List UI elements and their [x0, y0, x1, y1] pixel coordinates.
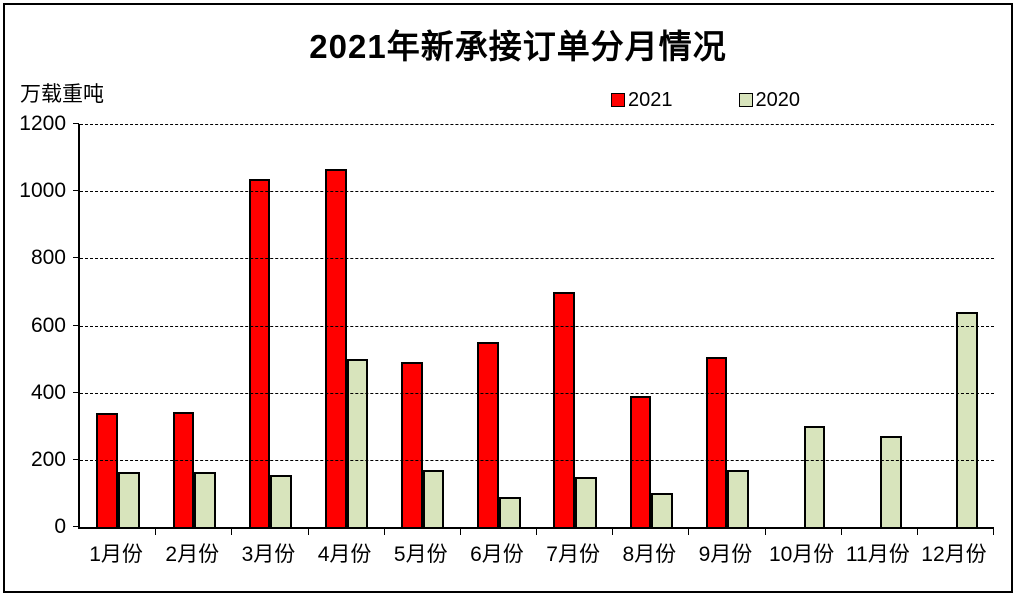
gridline-800: [80, 258, 994, 260]
category-slot-11月份: [842, 124, 918, 535]
plot-area: [73, 123, 995, 535]
legend-label-2020: 2020: [755, 89, 801, 111]
x-axis-labels: 1月份 2月份 3月份 4月份 5月份 6月份 7月份 8月份 9月份 10月份 11月份 12月份: [78, 538, 992, 568]
y-tick-label-600: 600: [30, 313, 66, 337]
bar-2020-7月份: [575, 476, 597, 527]
bar-2020-2月份: [194, 471, 216, 527]
category-slot-12月份: [918, 124, 995, 535]
x-tick-label-4月份: 4月份: [317, 543, 372, 566]
bar-2020-12月份: [955, 312, 978, 527]
y-tick-label-400: 400: [30, 380, 66, 404]
bar-2021-5月份: [401, 362, 423, 527]
bar-2021-3月份: [248, 179, 271, 527]
bar-2021-6月份: [477, 342, 499, 527]
gridline-1000: [80, 191, 994, 193]
x-tick-label-2月份: 2月份: [165, 543, 220, 566]
legend-swatch-2020: [738, 93, 753, 107]
x-tick-10: [840, 529, 842, 535]
x-tick-7: [612, 529, 614, 535]
x-tick-label-7月份: 7月份: [546, 543, 600, 566]
x-tick-label-12月份: 12月份: [921, 543, 987, 566]
bar-2021-1月份: [96, 412, 119, 527]
y-tick-label-0: 0: [54, 515, 66, 538]
bar-2021-4月份: [324, 169, 347, 527]
bar-2020-9月份: [727, 469, 750, 527]
category-slot-10月份: [766, 124, 842, 535]
x-tick-12: [993, 529, 995, 535]
y-tick-label-1000: 1000: [19, 179, 66, 203]
chart-frame: [3, 3, 1013, 593]
bar-2020-4月份: [346, 359, 369, 527]
x-tick-9: [764, 529, 766, 535]
legend-item-2020: 2020: [738, 89, 801, 111]
legend: 2021 2020: [611, 89, 801, 111]
chart-title: 2021年新承接订单分月情况: [309, 28, 727, 65]
bar-2021-8月份: [629, 396, 652, 527]
x-tick-label-9月份: 9月份: [698, 543, 753, 566]
bar-2020-11月份: [879, 436, 902, 527]
x-tick-4: [383, 529, 385, 535]
bar-2020-1月份: [118, 471, 140, 527]
x-tick-label-1月份: 1月份: [89, 543, 143, 566]
y-tick-600: [73, 324, 79, 326]
y-tick-1200: [73, 123, 79, 124]
category-slot-1月份: [80, 124, 157, 535]
bar-2021-2月份: [172, 412, 195, 527]
bar-2020-5月份: [422, 469, 445, 527]
x-tick-3: [307, 529, 309, 535]
category-slot-9月份: [689, 124, 766, 535]
bar-2021-7月份: [553, 291, 576, 527]
bar-2020-6月份: [498, 496, 521, 527]
y-tick-label-200: 200: [30, 447, 66, 471]
y-tick-400: [73, 391, 79, 393]
y-tick-1000: [73, 190, 79, 192]
y-tick-label-1200: 1200: [19, 112, 66, 135]
category-slot-2月份: [156, 124, 233, 535]
y-tick-label-800: 800: [30, 246, 66, 270]
x-tick-label-11月份: 11月份: [845, 543, 910, 566]
category-slot-3月份: [232, 124, 309, 535]
bar-2020-10月份: [803, 426, 826, 527]
x-tick-5: [459, 529, 461, 535]
x-tick-8: [688, 529, 690, 535]
bar-2020-8月份: [651, 493, 673, 527]
x-tick-2: [231, 529, 233, 535]
legend-swatch-2021: [611, 93, 625, 107]
x-tick-label-8月份: 8月份: [622, 543, 677, 566]
x-tick-label-3月份: 3月份: [241, 543, 296, 566]
category-slot-8月份: [613, 124, 690, 535]
category-slot-5月份: [385, 124, 461, 535]
y-tick-200: [73, 458, 79, 460]
legend-item-2021: 2021: [611, 89, 673, 111]
x-tick-label-6月份: 6月份: [470, 543, 524, 566]
x-tick-1: [155, 529, 157, 535]
gridline-600: [80, 325, 994, 327]
y-axis-unit-label: 万载重吨: [20, 83, 104, 106]
x-tick-6: [536, 529, 538, 535]
x-tick-label-5月份: 5月份: [393, 543, 448, 566]
y-axis-labels: 1200 1000 800 600 400 200 0: [0, 113, 66, 538]
bar-2021-9月份: [705, 357, 728, 527]
x-tick-label-10月份: 10月份: [768, 543, 835, 566]
gridline-200: [80, 459, 994, 461]
category-slot-6月份: [461, 124, 538, 535]
legend-label-2021: 2021: [628, 89, 673, 111]
category-slot-7月份: [537, 124, 614, 535]
gridline-1200: [80, 124, 994, 125]
gridline-400: [80, 392, 994, 394]
y-tick-0: [73, 526, 79, 527]
x-tick-11: [916, 529, 918, 535]
y-tick-800: [73, 257, 79, 259]
bar-2020-3月份: [270, 474, 293, 527]
